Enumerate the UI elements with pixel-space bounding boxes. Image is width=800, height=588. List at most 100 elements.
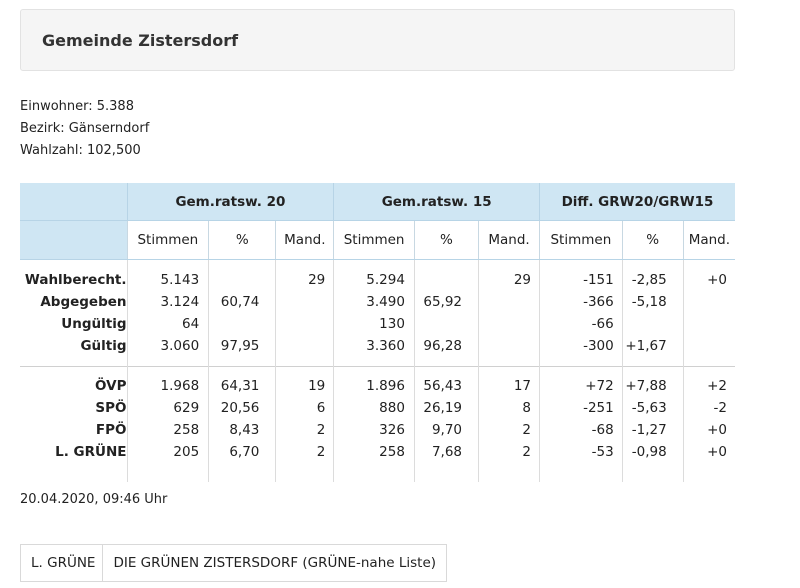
table-cell: -5,18 (621, 291, 684, 313)
table-cell: -151 (539, 269, 623, 291)
group-header-diff: Diff. GRW20/GRW15 (539, 183, 735, 221)
col-header: Stimmen (333, 220, 415, 260)
table-cell: -366 (539, 291, 623, 313)
table-cell (275, 313, 334, 335)
quota: Wahlzahl: 102,500 (20, 143, 141, 158)
table-row: ÖVP 1.968 64,31 19 1.896 56,43 17 +72 +7,88 +2 (20, 375, 735, 397)
table-cell: -5,63 (621, 397, 684, 419)
table-cell: -251 (539, 397, 623, 419)
col-header: % (413, 220, 479, 260)
table-cell (413, 313, 479, 335)
table-cell: 1.896 (333, 375, 415, 397)
row-label: SPÖ (95, 400, 127, 416)
table-cell: 65,92 (413, 291, 479, 313)
table-row: L. GRÜNE 205 6,70 2 258 7,68 2 -53 -0,98 +0 (20, 441, 735, 463)
table-cell: 2 (275, 419, 334, 441)
district: Bezirk: Gänserndorf (20, 121, 150, 136)
municipality-info: Einwohner: 5.388 Bezirk: Gänserndorf Wah… (20, 96, 149, 162)
group-header-grw15: Gem.ratsw. 15 (333, 183, 540, 221)
table-cell: 7,68 (413, 441, 479, 463)
table-cell: +0 (682, 419, 735, 441)
table-cell: 64,31 (208, 375, 276, 397)
table-cell: 97,95 (208, 335, 276, 357)
group-header-grw20: Gem.ratsw. 20 (126, 183, 334, 221)
table-cell: -1,27 (621, 419, 684, 441)
table-cell: 2 (275, 441, 334, 463)
header-blank (20, 220, 128, 260)
table-cell: 64 (126, 313, 209, 335)
table-cell: 880 (333, 397, 415, 419)
table-cell (478, 335, 540, 357)
table-cell: 17 (478, 375, 540, 397)
col-header: % (621, 220, 684, 260)
timestamp: 20.04.2020, 09:46 Uhr (20, 492, 168, 507)
table-cell: 26,19 (413, 397, 479, 419)
table-cell: 2 (478, 419, 540, 441)
table-cell: -53 (539, 441, 623, 463)
party-legend: L. GRÜNE DIE GRÜNEN ZISTERSDORF (GRÜNE-n… (20, 544, 448, 582)
table-row: Gültig 3.060 97,95 3.360 96,28 -300 +1,67 (20, 335, 735, 357)
row-label: Ungültig (61, 316, 127, 332)
row-label: ÖVP (95, 378, 127, 394)
col-header: % (208, 220, 276, 260)
table-cell: 6,70 (208, 441, 276, 463)
table-cell: +1,67 (621, 335, 684, 357)
table-cell (621, 313, 684, 335)
table-cell (682, 291, 735, 313)
table-cell: 19 (275, 375, 334, 397)
table-cell: 258 (126, 419, 209, 441)
table-cell: 56,43 (413, 375, 479, 397)
table-cell (478, 291, 540, 313)
title-box: Gemeinde Zistersdorf (20, 9, 735, 71)
table-cell: +72 (539, 375, 623, 397)
legend-full-name: DIE GRÜNEN ZISTERSDORF (GRÜNE-nahe Liste… (113, 555, 437, 571)
table-cell: 5.294 (333, 269, 415, 291)
table-cell (682, 335, 735, 357)
row-label: Gültig (80, 338, 127, 354)
table-cell (275, 335, 334, 357)
table-body: Wahlberecht. 5.143 29 5.294 29 -151 -2,85 +0 Abg… (20, 259, 735, 482)
row-label: FPÖ (95, 422, 127, 438)
table-cell (413, 269, 479, 291)
col-header: Stimmen (126, 220, 209, 260)
table-cell: +0 (682, 441, 735, 463)
legend-abbreviation: L. GRÜNE (21, 545, 104, 581)
table-cell (275, 291, 334, 313)
row-label: Wahlberecht. (24, 272, 127, 288)
population: Einwohner: 5.388 (20, 99, 134, 114)
page-title: Gemeinde Zistersdorf (42, 31, 239, 50)
table-cell: 326 (333, 419, 415, 441)
col-header: Stimmen (539, 220, 623, 260)
table-cell: 6 (275, 397, 334, 419)
table-cell: -2,85 (621, 269, 684, 291)
table-cell: +2 (682, 375, 735, 397)
table-cell (682, 313, 735, 335)
row-label: L. GRÜNE (55, 444, 127, 460)
table-cell: -66 (539, 313, 623, 335)
table-row: Ungültig 64 130 -66 (20, 313, 735, 335)
table-cell: 629 (126, 397, 209, 419)
table-cell: 1.968 (126, 375, 209, 397)
table-cell: 29 (478, 269, 540, 291)
table-cell: 96,28 (413, 335, 479, 357)
table-cell: -68 (539, 419, 623, 441)
table-cell: 3.360 (333, 335, 415, 357)
table-cell (478, 313, 540, 335)
table-cell: 8,43 (208, 419, 276, 441)
table-cell: 5.143 (126, 269, 209, 291)
table-cell: 130 (333, 313, 415, 335)
header-blank (20, 183, 128, 221)
table-cell: +7,88 (621, 375, 684, 397)
table-cell: 9,70 (413, 419, 479, 441)
table-cell: -300 (539, 335, 623, 357)
table-cell: 258 (333, 441, 415, 463)
table-cell: 3.490 (333, 291, 415, 313)
table-cell: 2 (478, 441, 540, 463)
col-header: Mand. (275, 220, 334, 260)
sub-header-row: Stimmen % Mand. Stimmen % Mand. Stimmen … (20, 220, 735, 260)
table-row: Abgegeben 3.124 60,74 3.490 65,92 -366 -5,18 (20, 291, 735, 313)
table-cell: -0,98 (621, 441, 684, 463)
col-header: Mand. (682, 220, 735, 260)
col-header: Mand. (478, 220, 540, 260)
table-cell: 3.124 (126, 291, 209, 313)
